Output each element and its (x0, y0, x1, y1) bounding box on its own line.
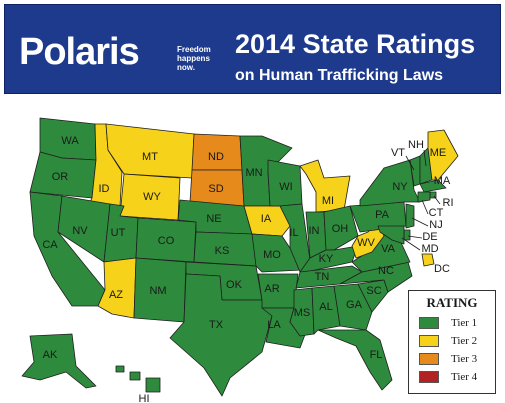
label-PA: PA (375, 209, 390, 221)
label-DC: DC (434, 263, 450, 275)
label-NH: NH (408, 139, 424, 151)
page-subtitle: on Human Trafficking Laws (235, 67, 444, 84)
label-KS: KS (215, 245, 230, 257)
label-NJ: NJ (429, 219, 442, 231)
state-TX (169, 273, 273, 397)
state-AL (311, 285, 341, 335)
label-WV: WV (357, 237, 375, 249)
label-WI: WI (279, 181, 292, 193)
rating-legend: RATING Tier 1 Tier 2 Tier 3 Tier 4 (408, 290, 496, 394)
state-GA (333, 283, 373, 331)
label-IN: IN (309, 225, 320, 237)
legend-label-tier3: Tier 3 (451, 353, 478, 365)
label-DE: DE (422, 231, 437, 243)
label-MT: MT (142, 151, 158, 163)
label-SD: SD (208, 183, 223, 195)
label-ME: ME (430, 147, 447, 159)
label-NY: NY (392, 181, 408, 193)
label-ND: ND (208, 151, 224, 163)
state-AK (21, 333, 97, 389)
label-SC: SC (366, 285, 381, 297)
label-CO: CO (158, 235, 175, 247)
label-MO: MO (263, 249, 281, 261)
legend-swatch-tier1 (419, 317, 439, 329)
legend-swatch-tier3 (419, 353, 439, 365)
state-FL (317, 329, 393, 391)
brand-tagline: Freedom happens now. (177, 45, 211, 72)
label-RI: RI (443, 197, 454, 209)
state-MT (105, 123, 195, 179)
state-MD (377, 225, 405, 245)
label-WA: WA (61, 135, 79, 147)
state-OH (323, 205, 359, 251)
label-HI: HI (139, 393, 150, 403)
label-ID: ID (99, 183, 110, 195)
label-FL: FL (370, 349, 383, 361)
state-MA (419, 179, 447, 193)
label-VT: VT (391, 147, 405, 159)
label-AL: AL (319, 301, 332, 313)
label-CT: CT (429, 207, 444, 219)
state-CT (417, 191, 431, 203)
label-NV: NV (72, 225, 88, 237)
legend-label-tier2: Tier 2 (451, 335, 478, 347)
label-UT: UT (111, 227, 126, 239)
leader-lines (401, 149, 441, 251)
label-MI: MI (322, 195, 334, 207)
label-LA: LA (267, 319, 281, 331)
label-OR: OR (52, 171, 69, 183)
brand-logo: Polaris (19, 31, 140, 73)
state-NJ (405, 203, 415, 229)
page-title: 2014 State Ratings (235, 29, 476, 59)
label-NE: NE (206, 213, 221, 225)
label-TN: TN (315, 271, 330, 283)
state-HI (115, 365, 161, 393)
label-AK: AK (43, 349, 58, 361)
label-AR: AR (264, 283, 279, 295)
legend-label-tier1: Tier 1 (451, 317, 478, 329)
label-MS: MS (294, 307, 311, 319)
label-MN: MN (245, 167, 262, 179)
label-GA: GA (346, 299, 363, 311)
state-DC (421, 253, 435, 267)
label-IL: IL (289, 227, 298, 239)
label-CA: CA (42, 239, 58, 251)
legend-swatch-tier4 (419, 371, 439, 383)
legend-swatch-tier2 (419, 335, 439, 347)
label-TX: TX (209, 319, 224, 331)
legend-title: RATING (426, 295, 478, 310)
label-MD: MD (421, 243, 438, 255)
label-OK: OK (226, 279, 243, 291)
label-NC: NC (378, 265, 394, 277)
state-DE (403, 229, 411, 241)
label-IA: IA (261, 213, 272, 225)
label-AZ: AZ (109, 289, 123, 301)
label-OH: OH (332, 223, 349, 235)
legend-label-tier4: Tier 4 (451, 371, 478, 383)
label-NM: NM (149, 285, 166, 297)
label-MA: MA (434, 175, 451, 187)
us-map: WA OR CA ID NV MT WY UT AZ CO NM ND SD N… (21, 117, 459, 403)
label-WY: WY (143, 191, 161, 203)
header-banner: Polaris Freedom happens now. 2014 State … (4, 4, 501, 94)
state-NY (359, 159, 421, 207)
label-KY: KY (319, 253, 334, 265)
label-VA: VA (381, 243, 396, 255)
